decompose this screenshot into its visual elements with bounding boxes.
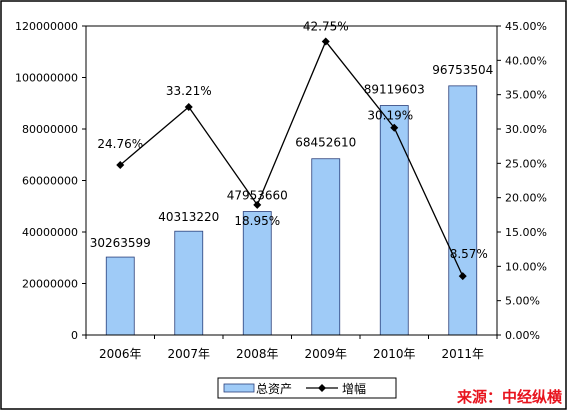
right-axis-ticks: 0.00% 5.00% 10.00% 15.00% 20.00% 25.00% 30.00%… xyxy=(497,20,547,342)
x-tick-label: 2008年 xyxy=(236,347,279,361)
source-note: 来源：中经纵横 xyxy=(456,388,563,406)
legend-line-label: 增幅 xyxy=(342,381,366,396)
right-tick-label: 35.00% xyxy=(505,89,547,102)
line-point xyxy=(184,102,193,111)
line-data-label: 18.95% xyxy=(234,214,280,228)
right-tick-label: 40.00% xyxy=(505,54,547,67)
right-tick-label: 10.00% xyxy=(505,260,547,273)
line-point xyxy=(116,160,125,169)
legend-line-marker xyxy=(318,384,326,392)
left-tick-label: 20000000 xyxy=(22,278,78,291)
bar xyxy=(448,85,478,336)
bar xyxy=(311,158,341,336)
left-tick-label: 40000000 xyxy=(22,226,78,239)
line-point xyxy=(321,37,330,46)
bar xyxy=(379,105,409,336)
bar-data-label: 68452610 xyxy=(295,136,356,150)
right-tick-label: 15.00% xyxy=(505,226,547,239)
line-data-label: 8.57% xyxy=(450,247,488,261)
x-tick-label: 2010年 xyxy=(373,347,416,361)
bar xyxy=(105,256,135,336)
left-tick-label: 120000000 xyxy=(15,20,78,33)
growth-line xyxy=(119,40,464,277)
x-tick-label: 2011年 xyxy=(441,347,484,361)
right-tick-label: 20.00% xyxy=(505,192,547,205)
left-tick-label: 0 xyxy=(71,329,78,342)
line-data-label: 24.76% xyxy=(97,137,143,151)
right-tick-label: 0.00% xyxy=(505,329,540,342)
bar-data-label: 30263599 xyxy=(90,236,151,250)
bar-series: 30263599 40313220 47953660 68452610 89119603… xyxy=(90,63,493,336)
line-point xyxy=(253,200,262,209)
line-data-label: 30.19% xyxy=(367,109,413,123)
left-tick-label: 100000000 xyxy=(15,72,78,85)
bar xyxy=(242,211,272,336)
right-tick-label: 5.00% xyxy=(505,295,540,308)
bar-data-label: 40313220 xyxy=(158,210,219,224)
legend-bar-label: 总资产 xyxy=(256,382,292,396)
x-axis-labels: 2006年 2007年 2008年 2009年 2010年 2011年 xyxy=(85,335,498,361)
x-tick-label: 2007年 xyxy=(167,347,210,361)
bar-data-label: 96753504 xyxy=(432,63,493,77)
bar-data-label: 89119603 xyxy=(364,83,425,97)
plot-area-border xyxy=(85,25,498,336)
line-point xyxy=(390,123,399,132)
legend: 总资产 增幅 xyxy=(217,377,397,399)
bar-data-label: 47953660 xyxy=(227,189,288,203)
right-tick-label: 30.00% xyxy=(505,123,547,136)
x-tick-label: 2006年 xyxy=(99,347,142,361)
legend-bar-swatch xyxy=(223,383,255,393)
x-tick-label: 2009年 xyxy=(304,347,347,361)
left-axis-ticks: 0 20000000 40000000 60000000 80000000 1000000… xyxy=(15,20,86,342)
bar xyxy=(174,230,204,336)
left-tick-label: 80000000 xyxy=(22,123,78,136)
line-point xyxy=(458,272,467,281)
right-tick-label: 45.00% xyxy=(505,20,547,33)
left-tick-label: 60000000 xyxy=(22,175,78,188)
line-data-label: 33.21% xyxy=(166,84,212,98)
right-tick-label: 25.00% xyxy=(505,157,547,170)
